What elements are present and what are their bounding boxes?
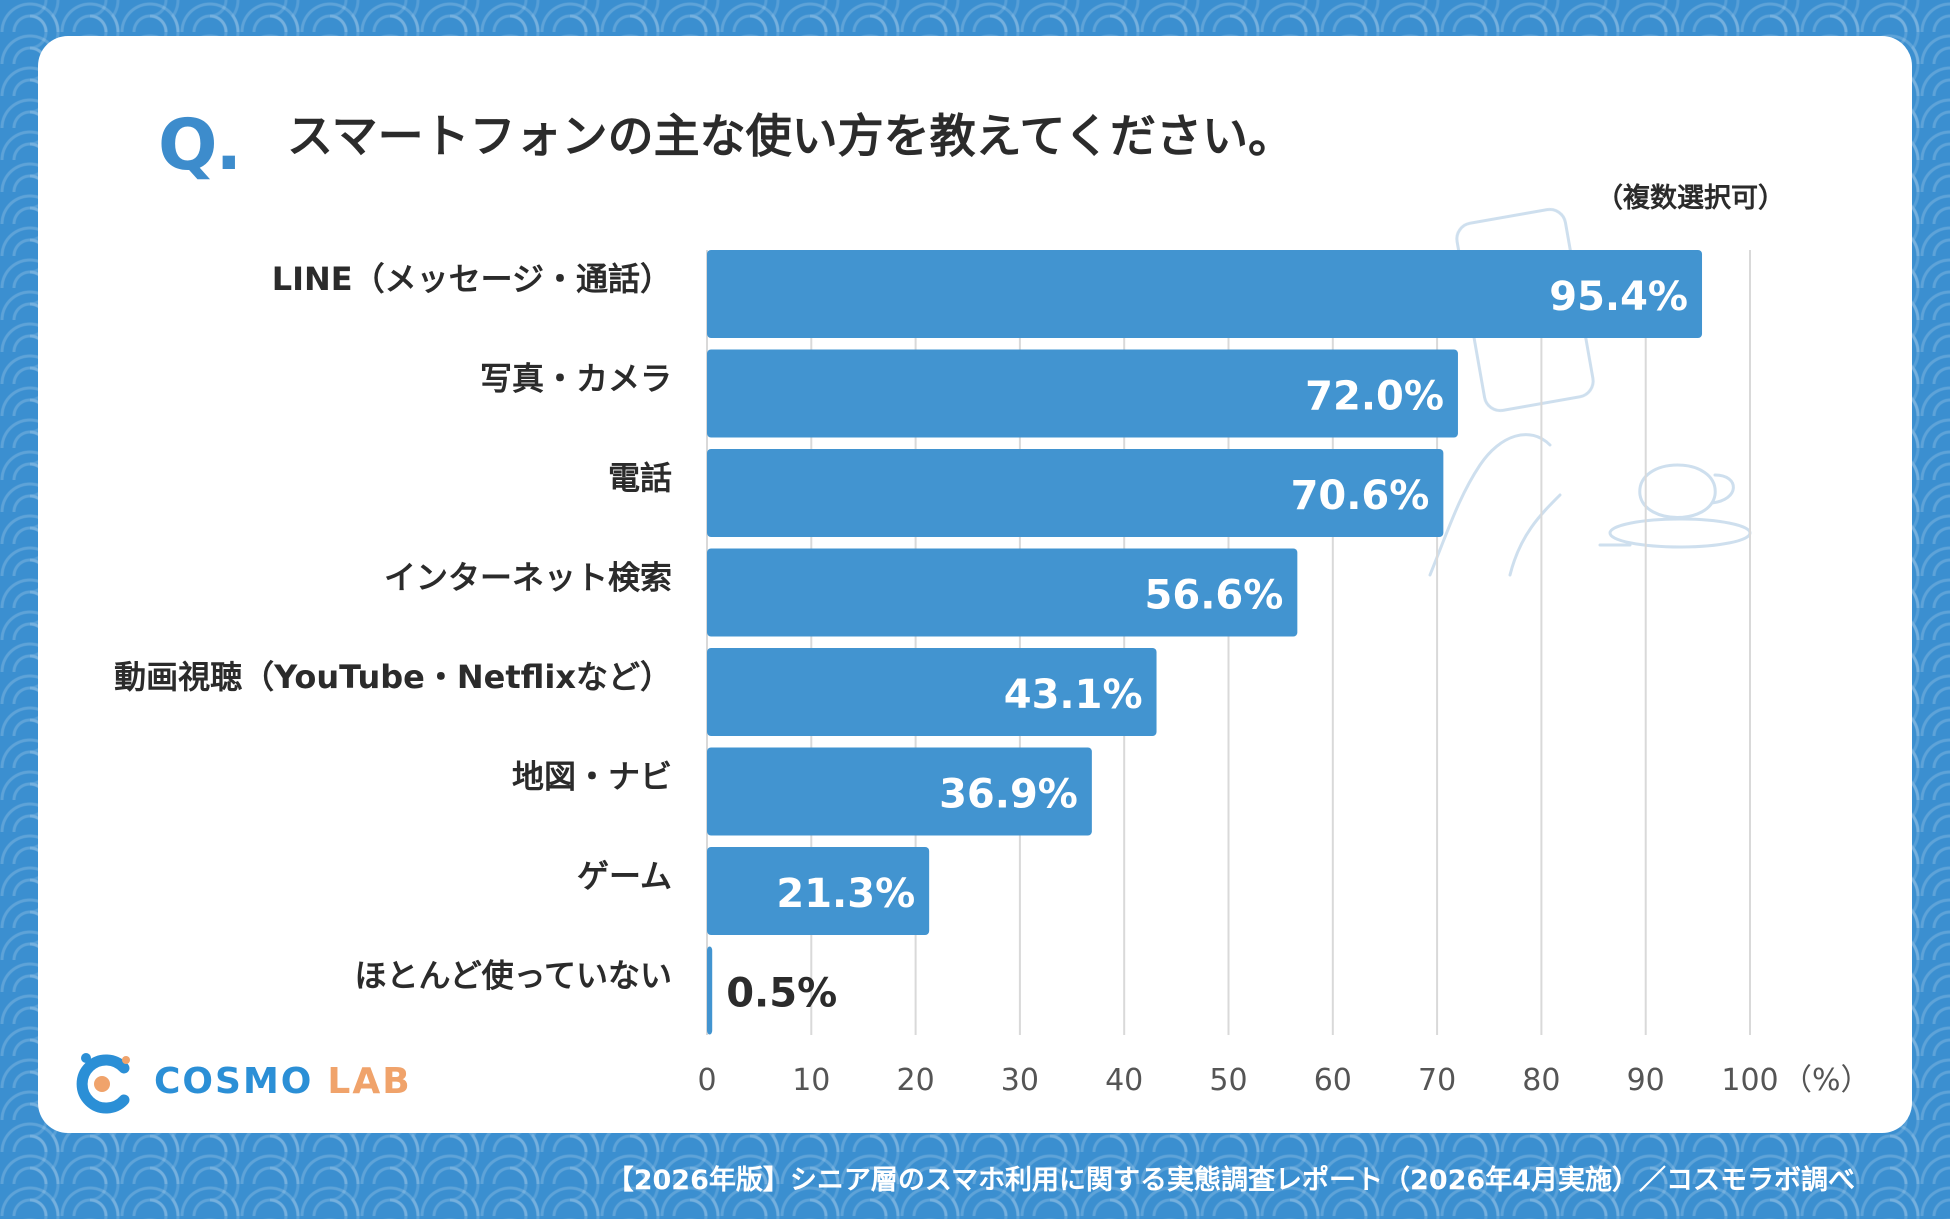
footer-source: 【2026年版】シニア層のスマホ利用に関する実態調査レポート（2026年4月実施…	[606, 1165, 1855, 1196]
value-label-1: 72.0%	[1305, 374, 1444, 420]
x-tick-label-50: 50	[1209, 1063, 1247, 1098]
x-axis-unit-label: （%）	[1782, 1063, 1871, 1098]
logo-mark-icon	[72, 1048, 150, 1114]
multiple-choice-note: （複数選択可）	[1596, 183, 1785, 214]
value-label-4: 43.1%	[1004, 672, 1143, 718]
category-label-4: 動画視聴（YouTube・Netflixなど）	[114, 658, 672, 696]
question-mark: Q.	[158, 104, 242, 186]
value-label-6: 21.3%	[776, 871, 915, 917]
category-label-7: ほとんど使っていない	[355, 957, 672, 995]
value-label-7: 0.5%	[726, 971, 837, 1017]
x-tick-label-80: 80	[1522, 1063, 1560, 1098]
value-label-5: 36.9%	[939, 772, 1078, 818]
value-label-0: 95.4%	[1549, 274, 1688, 320]
x-tick-label-0: 0	[697, 1063, 716, 1098]
x-tick-label-60: 60	[1314, 1063, 1352, 1098]
bar-1	[707, 349, 1458, 438]
bar-3	[707, 548, 1298, 637]
bar-6	[707, 847, 930, 935]
x-tick-label-40: 40	[1105, 1063, 1143, 1098]
x-tick-label-10: 10	[792, 1063, 830, 1098]
category-label-0: LINE（メッセージ・通話）	[272, 260, 672, 298]
bar-7	[707, 946, 713, 1035]
category-label-1: 写真・カメラ	[480, 360, 672, 398]
x-tick-label-100: 100	[1721, 1063, 1778, 1098]
category-label-6: ゲーム	[577, 857, 672, 895]
bar-5	[707, 747, 1092, 836]
x-tick-label-30: 30	[1001, 1063, 1039, 1098]
value-label-2: 70.6%	[1291, 473, 1430, 519]
x-tick-label-70: 70	[1418, 1063, 1456, 1098]
category-label-3: インターネット検索	[384, 559, 672, 597]
category-label-2: 電話	[608, 459, 672, 497]
bar-2	[707, 449, 1444, 537]
logo-text-lab: LAB	[327, 1060, 412, 1102]
bar-4	[707, 648, 1157, 736]
cosmo-lab-logo: COSMO LAB	[72, 1048, 412, 1114]
x-tick-label-90: 90	[1627, 1063, 1665, 1098]
page-title: スマートフォンの主な使い方を教えてください。	[287, 109, 1294, 163]
logo-text-cosmo: COSMO	[154, 1060, 314, 1102]
x-tick-label-20: 20	[897, 1063, 935, 1098]
value-label-3: 56.6%	[1145, 573, 1284, 619]
bar-0	[707, 250, 1703, 338]
category-label-5: 地図・ナビ	[512, 758, 672, 796]
